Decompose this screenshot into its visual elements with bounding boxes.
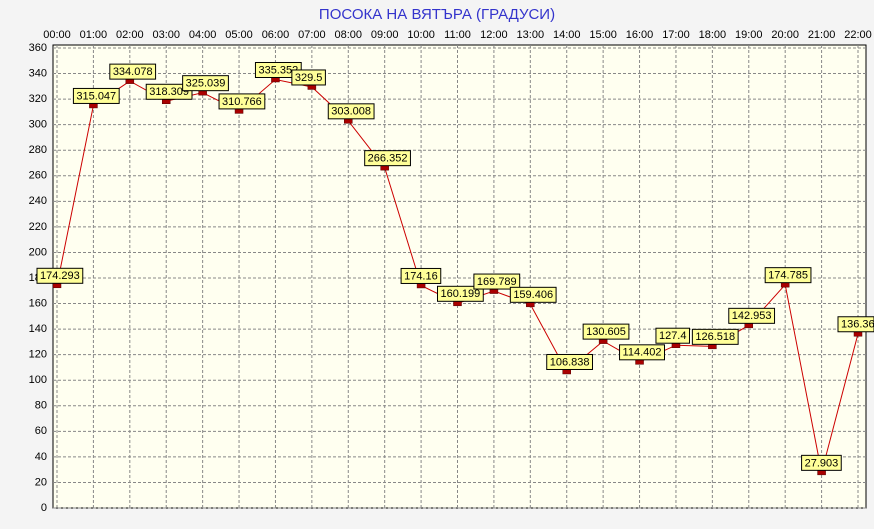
data-label: 130.605 — [586, 326, 626, 338]
x-tick-label: 12:00 — [480, 29, 508, 41]
data-label-box — [473, 273, 521, 290]
x-tick-label: 04:00 — [189, 29, 217, 41]
x-tick-label: 06:00 — [262, 29, 290, 41]
x-tick-label: 17:00 — [662, 29, 690, 41]
x-tick-label: 11:00 — [444, 29, 471, 41]
y-tick-label: 0 — [41, 502, 47, 514]
x-tick-label: 15:00 — [589, 29, 617, 41]
x-tick-label: 22:00 — [844, 29, 872, 41]
data-label-box — [218, 93, 266, 110]
data-label: 160.199 — [441, 288, 481, 300]
y-tick-label: 140 — [29, 323, 47, 335]
data-label-box — [327, 103, 375, 120]
data-label: 174.785 — [768, 270, 808, 282]
data-label: 159.406 — [513, 289, 553, 301]
data-label: 325.039 — [186, 78, 226, 90]
data-label: 318.309 — [149, 86, 189, 98]
y-tick-label: 220 — [29, 221, 47, 233]
data-label-box — [145, 83, 193, 100]
data-label: 27.903 — [805, 457, 839, 469]
y-tick-label: 20 — [35, 476, 47, 488]
data-label: 174.293 — [40, 270, 80, 282]
y-tick-label: 340 — [29, 67, 47, 79]
x-tick-label: 19:00 — [735, 29, 763, 41]
x-tick-label: 13:00 — [517, 29, 545, 41]
x-tick-label: 10:00 — [407, 29, 435, 41]
data-label-box — [291, 69, 326, 86]
y-tick-label: 100 — [29, 374, 47, 386]
data-label-box — [546, 353, 593, 370]
data-label-box — [691, 328, 739, 345]
x-tick-label: 14:00 — [553, 29, 581, 41]
data-label: 114.402 — [623, 347, 662, 359]
x-tick-label: 21:00 — [808, 29, 836, 41]
y-tick-label: 120 — [29, 349, 47, 361]
data-label-box — [655, 327, 690, 344]
plot-area — [52, 44, 867, 509]
data-label: 174.16 — [404, 270, 438, 282]
data-label: 142.953 — [732, 310, 772, 322]
data-label-box — [509, 286, 557, 303]
data-label: 315.047 — [76, 90, 116, 102]
data-label: 334.078 — [113, 66, 153, 78]
data-label: 329.5 — [295, 72, 323, 84]
data-label-box — [109, 63, 157, 80]
y-tick-label: 40 — [35, 451, 47, 463]
data-label: 303.008 — [331, 106, 371, 118]
data-label: 266.352 — [368, 153, 408, 165]
data-label-box — [36, 267, 84, 284]
x-tick-label: 03:00 — [152, 29, 180, 41]
data-label-box — [801, 454, 842, 471]
y-tick-label: 260 — [29, 170, 47, 182]
y-tick-label: 160 — [29, 297, 47, 309]
chart-title: ПОСОКА НА ВЯТЪРА (ГРАДУСИ) — [319, 6, 555, 23]
x-tick-label: 18:00 — [699, 29, 727, 41]
x-tick-label: 00:00 — [43, 29, 71, 41]
x-tick-label: 05:00 — [225, 29, 253, 41]
data-label: 127.4 — [659, 330, 687, 342]
y-tick-label: 280 — [29, 144, 47, 156]
x-tick-label: 08:00 — [335, 29, 363, 41]
data-label: 335.352 — [258, 64, 298, 76]
x-tick-label: 07:00 — [298, 29, 326, 41]
data-label: 106.838 — [550, 356, 590, 368]
data-label-box — [837, 316, 874, 333]
y-tick-label: 360 — [29, 42, 47, 54]
x-tick-label: 16:00 — [626, 29, 654, 41]
y-tick-label: 200 — [29, 246, 47, 258]
data-label: 136.363 — [841, 319, 874, 331]
data-label-box — [437, 285, 484, 302]
y-tick-label: 320 — [29, 93, 47, 105]
y-tick-label: 80 — [35, 400, 47, 412]
y-tick-label: 300 — [29, 119, 47, 131]
x-tick-label: 02:00 — [116, 29, 144, 41]
data-label-box — [364, 150, 411, 167]
data-label: 310.766 — [222, 96, 262, 108]
data-label-box — [728, 307, 776, 324]
y-tick-label: 240 — [29, 195, 47, 207]
x-tick-label: 20:00 — [771, 29, 799, 41]
data-label: 126.518 — [695, 331, 735, 343]
data-label-box — [764, 267, 812, 284]
x-tick-label: 09:00 — [371, 29, 399, 41]
data-label-box — [72, 87, 120, 104]
x-tick-label: 01:00 — [80, 29, 108, 41]
data-label: 169.789 — [477, 276, 517, 288]
data-label-box — [582, 323, 630, 340]
data-label-box — [619, 344, 665, 361]
data-label-box — [400, 267, 442, 284]
data-label-box — [182, 75, 229, 92]
y-tick-label: 60 — [35, 425, 47, 437]
